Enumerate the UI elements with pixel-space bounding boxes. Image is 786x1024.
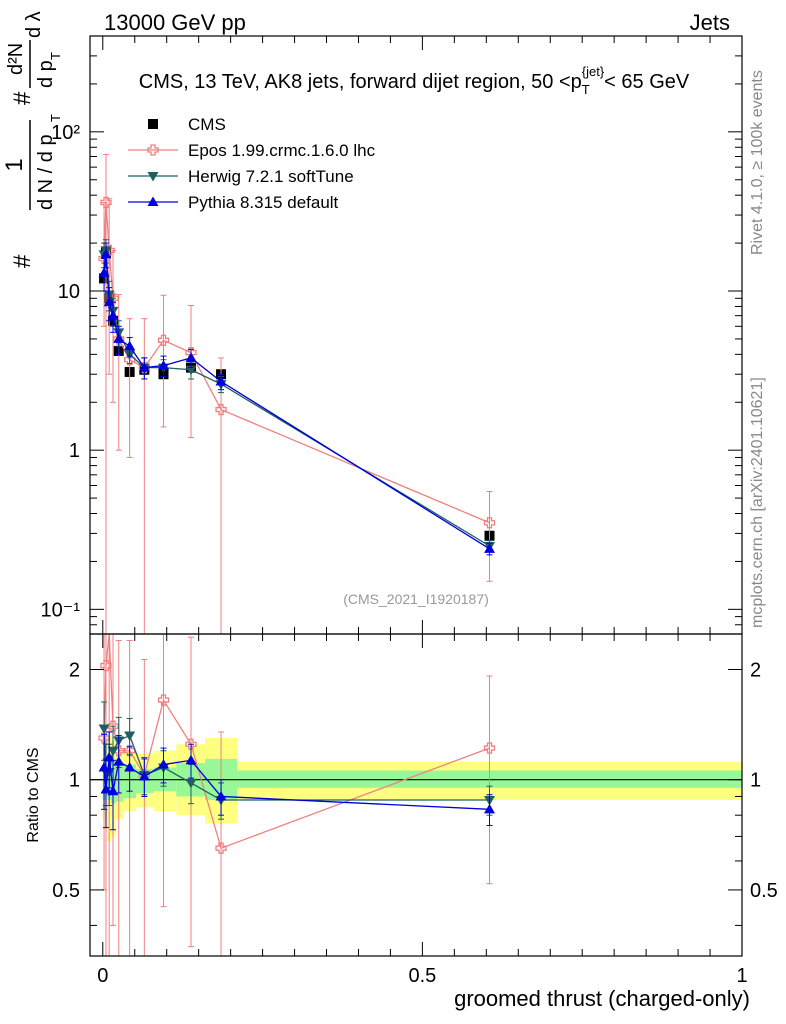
ratio-point — [123, 745, 136, 757]
ylabel-hash-2: # — [9, 91, 36, 105]
ratio-panel: 0.5 0.5 1 1 2 2 0 0.5 1 Ratio to CMS — [25, 633, 778, 987]
ratio-line — [103, 633, 490, 850]
series-herwig — [98, 239, 496, 553]
main-ytick-label: 10⁻¹ — [41, 599, 81, 621]
data-point — [100, 196, 112, 209]
legend-marker — [148, 119, 158, 129]
main-ytick-label: 10² — [51, 122, 80, 144]
plot-title: CMS, 13 TeV, AK8 jets, forward dijet reg… — [139, 64, 690, 97]
ratio-point — [98, 724, 110, 734]
ratio-ytick-label: 0.5 — [52, 880, 80, 902]
legend-marker — [147, 196, 159, 206]
ratio-point — [124, 731, 136, 742]
ratio-point — [100, 784, 112, 794]
legend: CMS Epos 1.99.crmc.1.6.0 lhc Herwig 7.2.1 … — [128, 115, 376, 212]
ylabel-frac-sub: T — [48, 52, 63, 60]
data-point — [484, 543, 496, 553]
series-line — [103, 247, 490, 547]
ratio-point — [215, 842, 227, 854]
uncertainty-band-inner — [115, 761, 124, 802]
ratio-ytick-label: 1 — [69, 770, 80, 792]
header-left: 13000 GeV pp — [104, 10, 246, 35]
ylabel-frac-num: d²N — [5, 43, 27, 75]
legend-marker — [147, 144, 159, 156]
ratio-point — [215, 790, 227, 801]
main-ylabel: # 1 d N / d p T # d²N d p T d λ — [1, 11, 63, 268]
ratio-point — [124, 761, 136, 772]
ratio-point — [98, 761, 110, 772]
data-point — [215, 376, 227, 386]
ratio-point — [107, 746, 119, 757]
ratio-point — [107, 720, 119, 732]
ratio-point — [185, 778, 197, 789]
data-point — [215, 403, 227, 416]
analysis-id: (CMS_2021_I1920187) — [343, 591, 489, 607]
ylabel-lambda: d λ — [23, 11, 45, 38]
data-point — [185, 365, 197, 376]
main-panel: 10⁻¹ 1 10 10² CMS, 13 TeV, AK8 jets, forwar… — [41, 35, 743, 635]
main-axis-ticks: 10⁻¹ 1 10 10² — [41, 35, 743, 635]
data-point — [123, 354, 136, 366]
ylabel-frac-den: d p — [35, 60, 57, 88]
legend-marker — [147, 172, 159, 182]
ratio-frame — [89, 633, 743, 957]
main-ytick-label: 1 — [69, 440, 80, 462]
ratio-point — [484, 803, 496, 814]
xtick-label: 0 — [97, 965, 108, 987]
ratio-ytick-label-right: 2 — [750, 659, 761, 681]
ylabel-den: d N / d p — [35, 134, 57, 210]
main-plot-content — [98, 154, 496, 635]
ratio-ytick-label: 2 — [69, 659, 80, 681]
xlabel: groomed thrust (charged-only) — [454, 986, 750, 1011]
data-point — [138, 362, 150, 372]
ratio-ylabel: Ratio to CMS — [25, 747, 42, 842]
legend-entry: Epos 1.99.crmc.1.6.0 lhc — [188, 141, 376, 160]
data-point — [483, 517, 496, 529]
ratio-point — [100, 659, 112, 672]
series-pythia — [98, 242, 496, 556]
mcplots-label: mcplots.cern.ch [arXiv:2401.10621] — [749, 377, 766, 628]
data-point — [113, 333, 125, 343]
data-point — [98, 267, 110, 277]
series-line — [103, 254, 490, 550]
series-cms — [99, 247, 495, 541]
ratio-point — [157, 694, 170, 706]
ratio-plot-content — [90, 633, 743, 957]
header-right: Jets — [690, 10, 730, 35]
legend-entry: Herwig 7.2.1 softTune — [188, 167, 354, 186]
ratio-point — [113, 756, 125, 766]
data-point — [185, 352, 197, 362]
legend-entry: CMS — [188, 115, 226, 134]
series-line — [103, 202, 490, 524]
data-point — [100, 248, 112, 259]
xtick-label: 1 — [736, 965, 747, 987]
ratio-point — [185, 738, 197, 750]
data-point — [103, 296, 115, 307]
ratio-ytick-label-right: 1 — [750, 770, 761, 792]
ratio-point — [185, 754, 197, 765]
data-point — [124, 340, 136, 351]
xtick-label: 0.5 — [408, 965, 436, 987]
ratio-point — [103, 751, 115, 762]
data-point — [158, 360, 170, 370]
rivet-label: Rivet 4.1.0, ≥ 100k events — [749, 70, 766, 255]
ratio-ytick-label-right: 0.5 — [750, 880, 778, 902]
ratio-axis-ticks: 0.5 0.5 1 1 2 2 0 0.5 1 — [52, 634, 778, 987]
data-point — [107, 310, 119, 320]
legend-entry: Pythia 8.315 default — [188, 193, 339, 212]
ratio-point — [158, 759, 170, 769]
ratio-point — [107, 785, 119, 796]
data-point — [157, 334, 170, 346]
ratio-series-pythia — [98, 731, 496, 831]
series-epos — [98, 154, 496, 635]
ylabel-hash: # — [9, 254, 36, 268]
main-ytick-label: 10 — [58, 281, 80, 303]
ylabel-one: 1 — [1, 158, 28, 171]
ratio-point — [138, 771, 150, 781]
ratio-point — [483, 742, 496, 754]
ylabel-den-sub: T — [48, 114, 63, 122]
